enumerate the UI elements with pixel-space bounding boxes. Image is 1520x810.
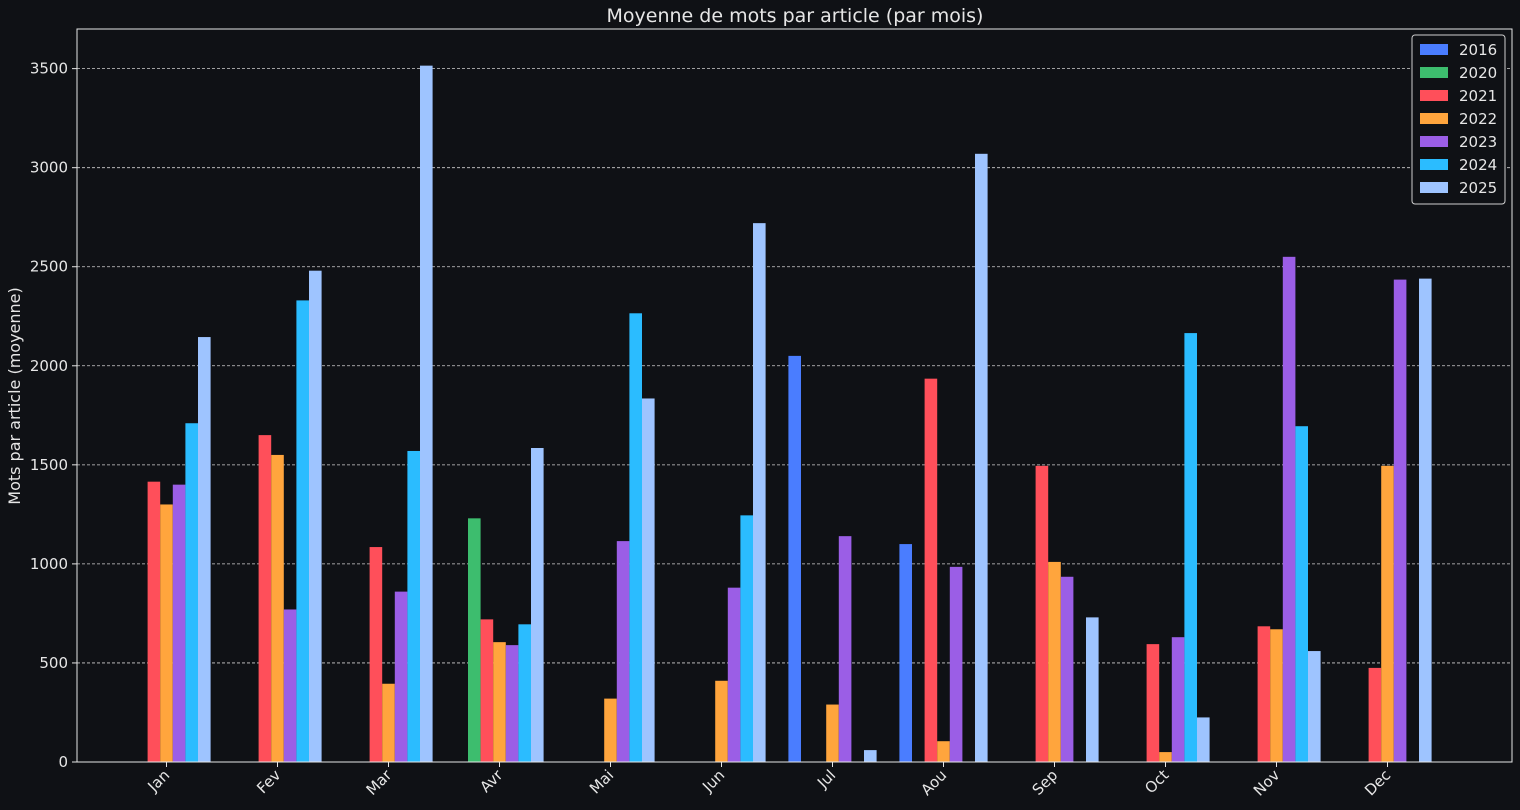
bar-2024-avr xyxy=(518,624,531,762)
bar-2023-fev xyxy=(283,609,297,762)
bar-2025-avr xyxy=(531,447,544,762)
legend-swatch-2022 xyxy=(1420,113,1448,124)
bar-2021-aou xyxy=(924,378,938,762)
bar-2023-mar xyxy=(394,591,408,762)
bar-2025-jul xyxy=(864,750,877,762)
bar-2016-aou xyxy=(899,544,912,762)
bar-2022-nov xyxy=(1270,629,1283,762)
bar-2022-aou xyxy=(937,741,950,762)
legend-label-2025: 2025 xyxy=(1459,179,1497,197)
legend-label-2024: 2024 xyxy=(1459,156,1497,174)
legend-label-2021: 2021 xyxy=(1459,87,1497,105)
y-tick-label: 1500 xyxy=(30,456,68,474)
bar-2024-jun xyxy=(740,515,753,762)
bar-2024-oct xyxy=(1184,333,1197,762)
plot-frame xyxy=(76,28,1513,763)
bar-2025-mar xyxy=(420,65,433,762)
bar-2022-avr xyxy=(493,642,506,762)
bar-2025-aou xyxy=(975,153,988,762)
bar-2022-jul xyxy=(826,704,839,762)
bar-2025-sep xyxy=(1086,617,1099,762)
bar-2021-avr xyxy=(480,619,494,762)
bar-2025-oct xyxy=(1197,717,1210,762)
bar-2024-fev xyxy=(296,300,309,762)
bar-2021-fev xyxy=(258,435,272,762)
bar-2022-jan xyxy=(160,504,173,762)
y-axis: 0 500 1000 1500 2000 2500 3000 3500 xyxy=(30,60,77,771)
bar-2022-fev xyxy=(271,454,284,762)
bar-2024-mar xyxy=(407,450,420,762)
y-tick-label: 3500 xyxy=(30,60,68,78)
bar-2025-jun xyxy=(753,223,766,763)
legend-swatch-2025 xyxy=(1420,182,1448,193)
y-tick-label: 3000 xyxy=(30,159,68,177)
bar-2024-mai xyxy=(629,313,642,762)
bar-2023-nov xyxy=(1282,256,1296,762)
legend-swatch-2023 xyxy=(1420,136,1448,147)
legend-label-2020: 2020 xyxy=(1459,64,1497,82)
y-tick-label: 1000 xyxy=(30,555,68,573)
legend-label-2022: 2022 xyxy=(1459,110,1497,128)
y-tick-label: 2500 xyxy=(30,258,68,276)
bar-2021-nov xyxy=(1257,626,1271,762)
bar-2023-dec xyxy=(1393,279,1407,762)
bars xyxy=(147,65,1432,763)
bar-2021-oct xyxy=(1146,644,1160,762)
bar-2025-jan xyxy=(198,337,211,762)
bar-2025-nov xyxy=(1308,651,1321,762)
bar-2022-sep xyxy=(1048,561,1061,762)
y-tick-label: 0 xyxy=(58,753,68,771)
bar-2023-avr xyxy=(505,645,519,762)
bar-2025-fev xyxy=(309,270,322,762)
legend: 2016 2020 2021 2022 2023 2024 2025 xyxy=(1411,34,1506,205)
bar-2016-jul xyxy=(788,355,801,762)
legend-swatch-2021 xyxy=(1420,90,1448,101)
legend-swatch-2016 xyxy=(1420,44,1448,55)
legend-label-2023: 2023 xyxy=(1459,133,1497,151)
chart-title: Moyenne de mots par article (par mois) xyxy=(607,5,984,27)
bar-2023-jun xyxy=(727,587,741,762)
bar-2024-nov xyxy=(1295,426,1308,762)
bar-2023-mai xyxy=(616,541,630,762)
bar-2022-oct xyxy=(1159,752,1172,762)
legend-swatch-2020 xyxy=(1420,67,1448,78)
bar-2023-aou xyxy=(949,566,963,762)
y-tick-label: 500 xyxy=(39,654,68,672)
bar-2022-jun xyxy=(715,680,728,762)
bar-2022-mai xyxy=(604,698,617,762)
bar-2024-jan xyxy=(185,423,198,762)
bar-2021-dec xyxy=(1368,667,1382,762)
bar-2023-sep xyxy=(1060,576,1074,762)
bar-2021-sep xyxy=(1035,465,1049,762)
bar-2025-mai xyxy=(642,398,655,762)
bar-2021-jan xyxy=(147,481,161,762)
bar-2022-mar xyxy=(382,683,395,762)
y-axis-label: Mots par article (moyenne) xyxy=(5,287,24,504)
bar-2023-jul xyxy=(838,536,852,762)
legend-label-2016: 2016 xyxy=(1459,41,1497,59)
bar-2022-dec xyxy=(1381,465,1394,762)
bar-2025-dec xyxy=(1419,278,1432,762)
bar-2023-oct xyxy=(1171,637,1185,762)
bar-2023-jan xyxy=(172,484,186,762)
bar-2020-avr xyxy=(468,518,481,762)
legend-swatch-2024 xyxy=(1420,159,1448,170)
bar-2021-mar xyxy=(369,547,383,762)
y-tick-label: 2000 xyxy=(30,357,68,375)
